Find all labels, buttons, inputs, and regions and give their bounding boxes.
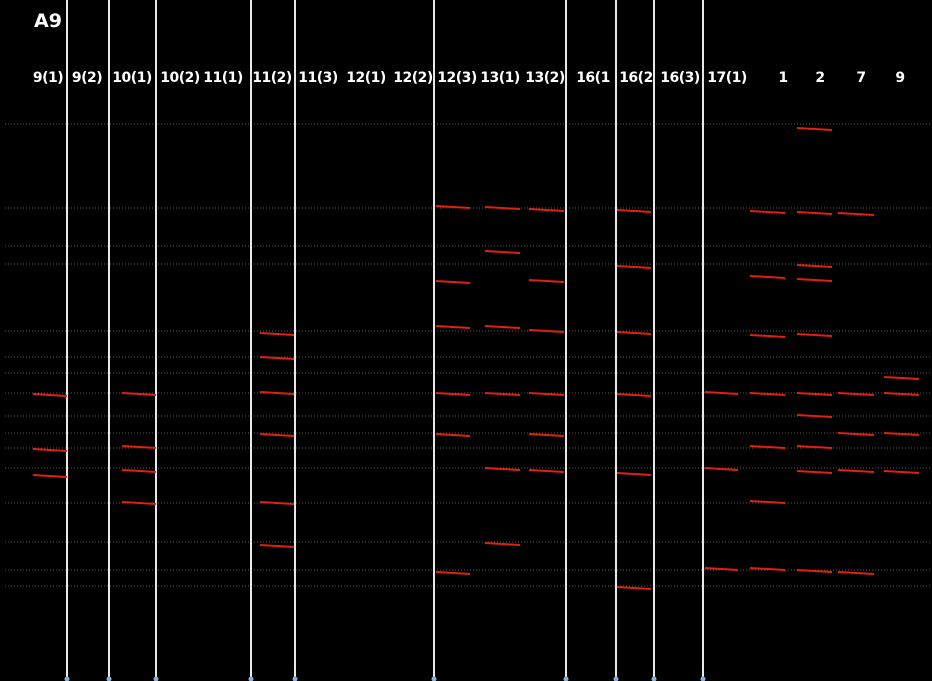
- band: [616, 393, 652, 397]
- band: [883, 470, 920, 474]
- band: [796, 569, 833, 573]
- band: [883, 376, 920, 380]
- band: [616, 209, 652, 213]
- band: [259, 544, 295, 548]
- title: A9: [34, 10, 62, 32]
- lane-label: 17(1): [707, 70, 747, 86]
- lane-label: 16(1: [576, 70, 610, 86]
- band: [121, 445, 157, 449]
- band: [704, 567, 739, 571]
- band: [796, 445, 833, 449]
- band: [704, 467, 739, 471]
- band: [883, 432, 920, 436]
- band: [883, 392, 920, 396]
- band: [749, 275, 786, 279]
- band: [796, 127, 833, 131]
- lane-label: 12(1): [346, 70, 386, 86]
- band: [837, 392, 875, 396]
- lane-label: 9: [895, 70, 905, 86]
- divider-foot: [700, 676, 706, 681]
- band: [837, 432, 875, 436]
- lane-label: 16(2: [619, 70, 653, 86]
- band: [484, 206, 521, 210]
- band: [32, 393, 68, 397]
- band: [528, 329, 565, 333]
- band: [837, 469, 875, 473]
- divider-foot: [292, 676, 298, 681]
- divider-foot: [613, 676, 619, 681]
- band: [484, 250, 521, 254]
- lane-label: 16(3): [660, 70, 700, 86]
- lane-label: 12(2): [393, 70, 433, 86]
- lane-label: 7: [856, 70, 866, 86]
- band: [435, 571, 471, 575]
- lane-label: 11(2): [252, 70, 292, 86]
- band: [259, 391, 295, 395]
- divider-foot: [563, 676, 569, 681]
- band: [435, 325, 471, 329]
- band: [749, 210, 786, 214]
- band: [796, 264, 833, 268]
- band: [796, 392, 833, 396]
- band: [796, 333, 833, 337]
- divider-foot: [431, 676, 437, 681]
- divider-foot: [153, 676, 159, 681]
- band: [749, 392, 786, 396]
- divider-foot: [64, 676, 70, 681]
- lane-label: 11(1): [203, 70, 243, 86]
- band: [259, 356, 295, 360]
- band: [121, 469, 157, 473]
- lane-label: 13(1): [480, 70, 520, 86]
- band: [484, 325, 521, 329]
- band: [259, 433, 295, 437]
- band: [837, 212, 875, 216]
- divider-foot: [651, 676, 657, 681]
- band: [528, 392, 565, 396]
- lane-label: 11(3): [298, 70, 338, 86]
- lane-label: 1: [778, 70, 788, 86]
- band: [484, 467, 521, 471]
- band: [121, 392, 157, 396]
- band: [32, 448, 68, 452]
- lane-label: 10(2): [160, 70, 200, 86]
- band: [837, 571, 875, 575]
- band: [484, 392, 521, 396]
- band: [528, 433, 565, 437]
- band: [435, 433, 471, 437]
- band: [616, 586, 652, 590]
- band: [616, 472, 652, 476]
- band: [259, 501, 295, 505]
- band: [528, 208, 565, 212]
- band: [259, 332, 295, 336]
- band: [616, 265, 652, 269]
- divider-foot: [106, 676, 112, 681]
- lane-label: 9(2): [71, 70, 103, 86]
- band: [796, 211, 833, 215]
- lane-label: 13(2): [525, 70, 565, 86]
- lane-label: 10(1): [112, 70, 152, 86]
- band: [749, 334, 786, 338]
- band: [484, 542, 521, 546]
- band: [528, 279, 565, 283]
- band: [528, 469, 565, 473]
- lane-label: 2: [815, 70, 825, 86]
- band: [616, 331, 652, 335]
- band: [32, 474, 68, 478]
- lane-label: 12(3): [437, 70, 477, 86]
- divider-foot: [248, 676, 254, 681]
- band: [796, 414, 833, 418]
- band: [435, 280, 471, 284]
- band: [435, 205, 471, 209]
- band: [749, 500, 786, 504]
- band: [121, 501, 157, 505]
- band: [796, 470, 833, 474]
- lane-label: 9(1): [32, 70, 64, 86]
- band: [704, 391, 739, 395]
- band: [749, 567, 786, 571]
- band: [435, 392, 471, 396]
- band: [749, 445, 786, 449]
- band: [796, 278, 833, 282]
